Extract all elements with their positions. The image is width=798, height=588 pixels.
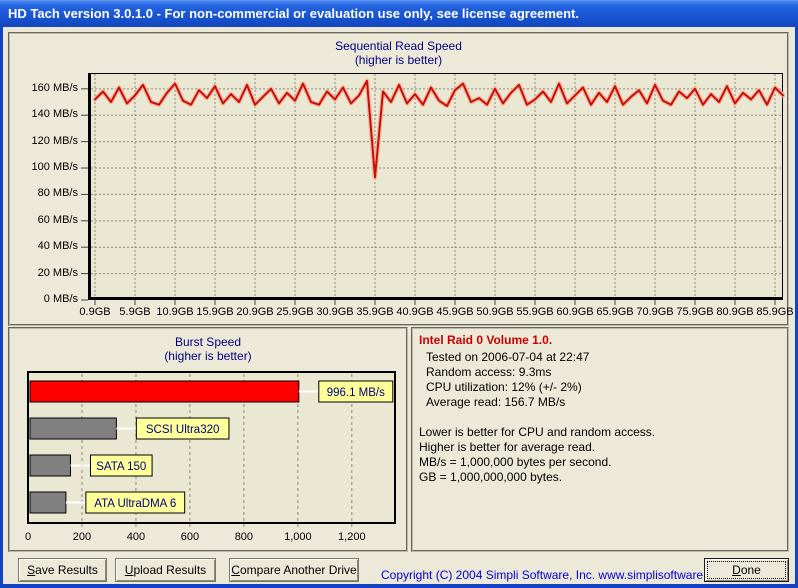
seq-y-tick-label: 20 MB/s xyxy=(12,267,78,279)
seq-x-tick-label: 35.9GB xyxy=(353,306,397,318)
drive-info-line xyxy=(419,410,783,425)
seq-y-tick-label: 100 MB/s xyxy=(12,161,78,173)
seq-x-tick-label: 25.9GB xyxy=(273,306,317,318)
sequential-read-chart xyxy=(10,34,787,324)
done-button[interactable]: Done xyxy=(704,558,789,582)
seq-x-tick-label: 15.9GB xyxy=(193,306,237,318)
copyright-text: Copyright (C) 2004 Simpli Software, Inc.… xyxy=(381,563,699,587)
hd-tach-window: HD Tach version 3.0.1.0 - For non-commer… xyxy=(0,0,798,588)
seq-x-tick-label: 55.9GB xyxy=(513,306,557,318)
drive-info-lines: Tested on 2006-07-04 at 22:47Random acce… xyxy=(419,350,783,485)
burst-bar xyxy=(30,418,116,439)
burst-x-tick-label: 800 xyxy=(219,531,269,543)
seq-y-tick-label: 40 MB/s xyxy=(12,240,78,252)
seq-x-tick-label: 45.9GB xyxy=(433,306,477,318)
burst-bar xyxy=(30,455,70,476)
burst-bar xyxy=(30,492,66,513)
burst-x-tick-label: 600 xyxy=(165,531,215,543)
seq-x-tick-label: 10.9GB xyxy=(153,306,197,318)
burst-speed-chart: 996.1 MB/s SCSI Ultra320 SATA 150 ATA Ultra… xyxy=(10,365,406,545)
burst-speed-panel: Burst Speed (higher is better) 996.1 MB/… xyxy=(8,327,408,552)
drive-info-line: MB/s = 1,000,000 bytes per second. xyxy=(419,455,783,470)
seq-x-tick-label: 85.9GB xyxy=(753,306,797,318)
seq-x-tick-label: 40.9GB xyxy=(393,306,437,318)
seq-x-tick-label: 75.9GB xyxy=(673,306,717,318)
seq-y-tick-label: 120 MB/s xyxy=(12,135,78,147)
drive-info-line: Tested on 2006-07-04 at 22:47 xyxy=(419,350,783,365)
drive-info-line: Average read: 156.7 MB/s xyxy=(419,395,783,410)
burst-x-tick-label: 0 xyxy=(3,531,53,543)
burst-x-tick-label: 1,200 xyxy=(327,531,377,543)
seq-x-tick-label: 50.9GB xyxy=(473,306,517,318)
drive-info-panel: Intel Raid 0 Volume 1.0. Tested on 2006-… xyxy=(411,327,789,552)
drive-info-line: Lower is better for CPU and random acces… xyxy=(419,425,783,440)
seq-y-tick-label: 140 MB/s xyxy=(12,108,78,120)
seq-x-tick-label: 70.9GB xyxy=(633,306,677,318)
seq-x-tick-label: 60.9GB xyxy=(553,306,597,318)
upload-results-button[interactable]: Upload Results xyxy=(115,558,216,582)
seq-x-tick-label: 65.9GB xyxy=(593,306,637,318)
title-bar[interactable]: HD Tach version 3.0.1.0 - For non-commer… xyxy=(0,0,798,27)
seq-y-tick-label: 0 MB/s xyxy=(12,293,78,305)
burst-x-tick-label: 200 xyxy=(57,531,107,543)
compare-another-drive-button[interactable]: Compare Another Drive xyxy=(229,558,359,582)
drive-name: Intel Raid 0 Volume 1.0. xyxy=(419,333,552,347)
burst-bar-label: ATA UltraDMA 6 xyxy=(94,498,176,510)
drive-info-line: Higher is better for average read. xyxy=(419,440,783,455)
seq-y-tick-label: 160 MB/s xyxy=(12,82,78,94)
seq-y-tick-label: 80 MB/s xyxy=(12,187,78,199)
seq-x-tick-label: 30.9GB xyxy=(313,306,357,318)
drive-info-line: GB = 1,000,000,000 bytes. xyxy=(419,470,783,485)
burst-chart-title: Burst Speed xyxy=(10,335,406,349)
seq-y-tick-label: 60 MB/s xyxy=(12,214,78,226)
seq-x-tick-label: 0.9GB xyxy=(73,306,117,318)
burst-bar xyxy=(30,381,299,402)
content-area: Sequential Read Speed (higher is better)… xyxy=(3,27,795,584)
sequential-read-panel: Sequential Read Speed (higher is better)… xyxy=(8,32,789,326)
save-results-button[interactable]: Save Results xyxy=(18,558,107,582)
burst-bar-label: SATA 150 xyxy=(96,461,146,473)
seq-plot-background xyxy=(88,73,783,300)
burst-bar-label: 996.1 MB/s xyxy=(327,387,385,399)
drive-info-line: Random access: 9.3ms xyxy=(419,365,783,380)
burst-x-tick-label: 400 xyxy=(111,531,161,543)
window-title: HD Tach version 3.0.1.0 - For non-commer… xyxy=(8,6,579,21)
seq-x-tick-label: 5.9GB xyxy=(113,306,157,318)
burst-chart-subtitle: (higher is better) xyxy=(10,349,406,363)
seq-x-tick-label: 80.9GB xyxy=(713,306,757,318)
drive-info-line: CPU utilization: 12% (+/- 2%) xyxy=(419,380,783,395)
burst-bar-label: SCSI Ultra320 xyxy=(146,424,220,436)
burst-x-tick-label: 1,000 xyxy=(273,531,323,543)
seq-x-tick-label: 20.9GB xyxy=(233,306,277,318)
